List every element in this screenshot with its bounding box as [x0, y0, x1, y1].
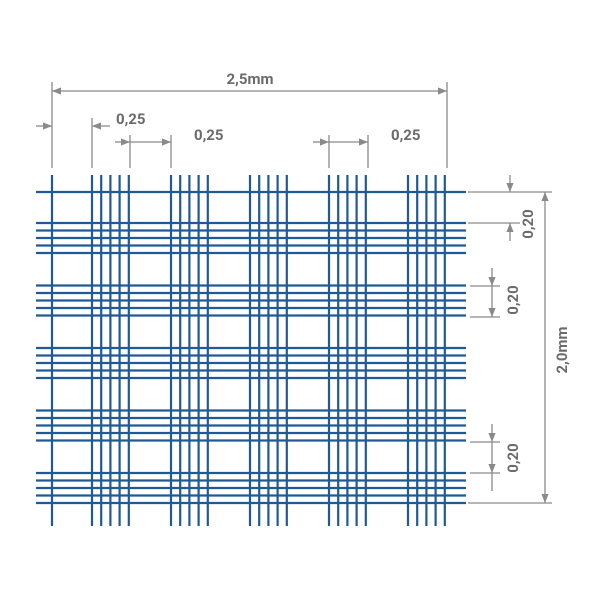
row-spacing-label: 0,20 — [504, 443, 522, 473]
total-width-label: 2,5mm — [227, 70, 274, 88]
column-spacing-label: 0,25 — [391, 126, 421, 144]
row-spacing-label: 0,20 — [504, 285, 522, 315]
grid — [36, 175, 466, 526]
column-spacing-label: 0,25 — [194, 126, 224, 144]
column-spacing-label: 0,25 — [116, 110, 146, 128]
total-height-label: 2,0mm — [553, 327, 571, 374]
dimension-lines — [36, 82, 552, 504]
row-spacing-label: 0,20 — [519, 209, 537, 239]
